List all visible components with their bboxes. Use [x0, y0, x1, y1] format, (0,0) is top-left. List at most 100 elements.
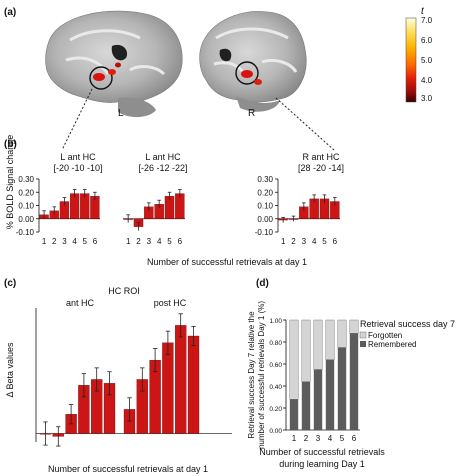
colorbar-tick-label: 4.0 — [421, 76, 433, 85]
b2-x-tick-label: 3 — [147, 237, 152, 246]
brain-left-roi-circle — [89, 66, 113, 90]
brain-right-cortex — [199, 11, 307, 103]
brain-left-ventricle — [111, 44, 128, 61]
b3-coordinates: [28 -20 -14] — [298, 163, 344, 173]
d-bar-remembered — [325, 359, 335, 430]
d-y-tick-label: 0.00 — [269, 428, 282, 435]
b3-title: R ant HC — [302, 152, 340, 162]
b3-x-tick-label: 1 — [281, 237, 286, 246]
brain-right-cerebellum — [236, 96, 280, 112]
brain-left-cortex — [45, 10, 183, 103]
brain-right-activation-1 — [241, 70, 253, 78]
d-y-tick-label: 0.60 — [269, 362, 282, 369]
brain-right-activation-2 — [254, 79, 262, 85]
b-x-axis-label: Number of successful retrievals at day 1 — [147, 257, 307, 267]
d-bar-remembered — [313, 369, 323, 430]
b3-y-tick-label: -0.10 — [255, 228, 274, 237]
panel-label-b: (b) — [4, 139, 17, 150]
d-bar-remembered — [301, 381, 311, 430]
c-group-label-post: post HC — [154, 298, 187, 308]
d-y-tick-label: 0.80 — [269, 340, 282, 347]
b1-coordinates: [-20 -10 -10] — [53, 163, 102, 173]
d-bar-forgotten — [289, 319, 299, 400]
panel-label-a: (a) — [4, 7, 16, 18]
d-bar-remembered — [337, 347, 347, 430]
connector-right — [275, 97, 335, 151]
colorbar-tick-label: 3.0 — [421, 94, 433, 103]
b1-x-tick-label: 1 — [42, 237, 47, 246]
colorbar-tick-label: 5.0 — [421, 56, 433, 65]
b3-y-tick-label: 0.20 — [257, 188, 273, 197]
b3-y-tick-label: 0.00 — [257, 215, 273, 224]
d-legend-swatch-forgotten — [359, 331, 367, 339]
d-x-tick-label: 4 — [328, 434, 333, 443]
d-x-tick-label: 6 — [352, 434, 357, 443]
d-y-tick-label: 1.00 — [269, 318, 282, 325]
b2-x-tick-label: 6 — [178, 237, 183, 246]
b3-x-tick-label: 3 — [302, 237, 307, 246]
b-y-axis-label: % BOLD Signal change — [5, 135, 15, 230]
d-x-tick-label: 1 — [292, 434, 297, 443]
b1-x-tick-label: 6 — [93, 237, 98, 246]
c-title: HC ROI — [108, 286, 140, 296]
colorbar-tick-label: 6.0 — [421, 36, 433, 45]
d-y-axis-label-line1: Retrieval success Day 7 relative the — [247, 311, 256, 439]
c-group-label-ant: ant HC — [66, 298, 95, 308]
c-bar — [187, 335, 200, 434]
chart-marks: -0.100.000.100.200.301 2 3 4 5 6 1 2 3 4 5 6-0.100.… — [16, 175, 360, 447]
b3-x-tick-label: 2 — [291, 237, 296, 246]
b1-x-tick-label: 2 — [52, 237, 57, 246]
b2-coordinates: [-26 -12 -22] — [138, 163, 187, 173]
b2-x-tick-label: 5 — [167, 237, 172, 246]
b1-x-tick-label: 5 — [83, 237, 88, 246]
colorbar-gradient — [405, 17, 417, 103]
d-bar-remembered — [349, 333, 359, 430]
b3-x-tick-label: 4 — [312, 237, 317, 246]
c-y-axis-label: Δ Beta values — [5, 342, 15, 398]
d-bar-forgotten — [337, 319, 347, 348]
d-legend-label-remembered: Remembered — [368, 340, 416, 349]
b2-x-tick-label: 1 — [126, 237, 131, 246]
b1-y-tick-label: 0.20 — [18, 188, 34, 197]
c-bar — [162, 342, 174, 434]
d-legend-label-forgotten: Forgotten — [368, 331, 402, 340]
b1-y-tick-label: 0.00 — [18, 215, 34, 224]
d-legend-swatch-remembered — [360, 341, 366, 347]
panel-label-d: (d) — [256, 278, 269, 289]
d-bar-remembered — [289, 399, 299, 430]
c-bar — [175, 325, 187, 434]
b1-x-tick-label: 4 — [72, 237, 77, 246]
brain-left-hemisphere-label: L — [118, 108, 124, 119]
b1-x-tick-label: 3 — [62, 237, 67, 246]
b1-y-tick-label: 0.10 — [18, 202, 34, 211]
colorbar-tick-label: 7.0 — [421, 16, 433, 25]
brain-left-activation-2 — [108, 69, 116, 75]
b1-y-tick-label: 0.30 — [18, 175, 34, 184]
d-y-tick-label: 0.40 — [269, 384, 282, 391]
c-x-axis-label: Number of successful retrievals at day 1 — [48, 464, 208, 474]
connector-left — [61, 88, 93, 151]
d-x-axis-label-line1: Number of successful retrievals — [259, 447, 385, 457]
d-x-tick-label: 3 — [316, 434, 321, 443]
d-bar-forgotten — [313, 319, 323, 370]
brain-right-ventricle — [219, 48, 232, 62]
brain-right-hemisphere-label: R — [248, 108, 255, 119]
b1-title: L ant HC — [60, 152, 96, 162]
d-bar-forgotten — [325, 319, 335, 360]
d-x-tick-label: 2 — [304, 434, 309, 443]
brain-left-activation-1 — [93, 73, 105, 81]
brain-left-cerebellum — [118, 97, 156, 118]
d-x-tick-label: 5 — [340, 434, 345, 443]
brain-left-activation-3 — [115, 62, 121, 68]
b2-x-tick-label: 2 — [136, 237, 141, 246]
d-bar-forgotten — [349, 319, 359, 334]
b1-y-tick-label: -0.10 — [16, 228, 35, 237]
colorbar: t 7.0 6.0 5.0 4.0 3.0 — [405, 6, 433, 103]
panel-label-c: (c) — [4, 278, 16, 289]
b2-title: L ant HC — [145, 152, 181, 162]
brain-right-roi-circle — [235, 61, 259, 85]
b3-y-tick-label: 0.10 — [257, 202, 273, 211]
brain-left-white-matter — [65, 29, 166, 76]
colorbar-title: t — [421, 6, 425, 17]
